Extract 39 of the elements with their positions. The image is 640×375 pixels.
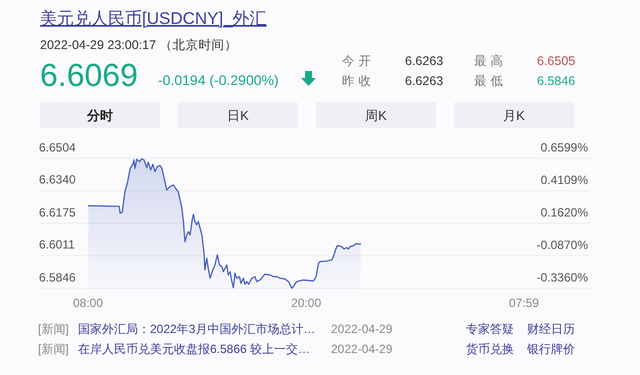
text: 财经日历 <box>527 322 575 336</box>
text: 6.6263 <box>405 74 444 88</box>
y-tick-label: 6.6011 <box>39 238 76 252</box>
text: 国家外汇局：2022年3月中国外汇市场总计… <box>78 322 316 336</box>
text: 6.5846 <box>537 74 576 88</box>
text: 银行牌价 <box>526 342 575 356</box>
text: 今 开 <box>342 54 372 68</box>
text: 在岸人民币兑美元收盘报6.5866 较上一交… <box>78 342 310 356</box>
y2-tick-label: 0.4109% <box>540 172 588 187</box>
text: 最 高 <box>474 53 504 68</box>
y2-tick-label: -0.3360% <box>536 270 588 284</box>
y2-tick-label: 0.1620% <box>540 205 588 220</box>
text: 分时 <box>86 108 113 123</box>
text: 6.6069 <box>40 57 138 93</box>
chart-subtitle: 2022-04-29 23:00:17 （北京时间） <box>40 38 238 52</box>
y-tick-label: 6.5846 <box>39 270 76 284</box>
y-tick-label: 6.6340 <box>39 172 76 187</box>
text: 最 低 <box>474 74 504 88</box>
text: 2022-04-29 <box>331 322 393 336</box>
text: 昨 收 <box>342 74 372 88</box>
text: 6.6263 <box>405 54 444 68</box>
text: 2022-04-29 <box>331 342 393 356</box>
x-tick-label: 07:59 <box>508 296 540 310</box>
y2-tick-label: -0.0870% <box>536 238 588 252</box>
x-tick-label: 08:00 <box>72 296 104 310</box>
text: [新闻] <box>38 322 69 336</box>
text: 专家答疑 <box>466 322 514 336</box>
text: 月K <box>503 108 526 123</box>
text: -0.0194 (-0.2900%) <box>158 72 279 88</box>
text: 6.6505 <box>537 54 576 68</box>
y2-tick-label: 0.6599% <box>540 140 588 154</box>
x-tick-label: 20:00 <box>291 296 322 310</box>
text: 货币兑换 <box>466 342 514 356</box>
text: 周K <box>365 108 388 123</box>
y-tick-label: 6.6175 <box>39 205 76 220</box>
text: 日K <box>227 108 250 123</box>
chart-title: 美元兑人民币[USDCNY]_外汇 <box>40 9 267 28</box>
text: [新闻] <box>38 342 69 356</box>
y-tick-label: 6.6504 <box>39 140 76 154</box>
